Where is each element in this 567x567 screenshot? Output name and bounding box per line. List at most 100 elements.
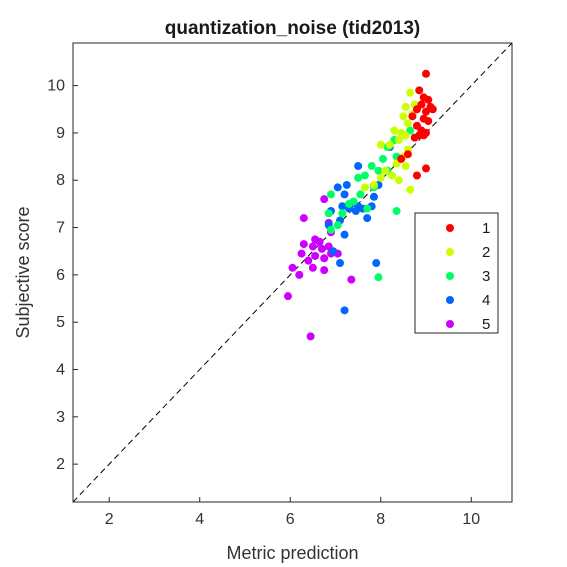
data-point-series-2 <box>401 102 410 111</box>
data-point-series-5 <box>283 292 292 301</box>
data-point-series-2 <box>390 126 399 135</box>
data-point-series-2 <box>394 136 403 145</box>
data-point-series-2 <box>406 88 415 97</box>
data-point-series-5 <box>320 266 329 275</box>
y-axis-label: Subjective score <box>13 206 33 338</box>
data-point-series-5 <box>320 195 329 204</box>
data-points <box>283 69 437 341</box>
data-point-series-4 <box>363 214 372 223</box>
data-point-series-4 <box>342 180 351 189</box>
data-point-series-5 <box>295 270 304 279</box>
legend-marker-4 <box>446 296 454 304</box>
x-tick-label: 6 <box>286 511 295 528</box>
data-point-series-5 <box>311 251 320 260</box>
data-point-series-1 <box>422 164 431 173</box>
data-point-series-2 <box>394 176 403 185</box>
data-point-series-2 <box>385 140 394 149</box>
data-point-series-1 <box>412 171 421 180</box>
data-point-series-4 <box>333 183 342 192</box>
data-point-series-1 <box>403 150 412 159</box>
data-point-series-4 <box>340 190 349 199</box>
data-point-series-3 <box>326 190 335 199</box>
data-point-series-5 <box>297 249 306 258</box>
legend-label-3: 3 <box>482 268 490 285</box>
data-point-series-1 <box>424 117 433 126</box>
data-point-series-4 <box>369 192 378 201</box>
x-tick-label: 4 <box>195 511 204 528</box>
x-axis-label: Metric prediction <box>226 543 358 563</box>
data-point-series-1 <box>415 86 424 95</box>
data-point-series-3 <box>345 199 354 208</box>
plot-frame <box>72 42 513 503</box>
y-tick-label: 7 <box>56 220 65 237</box>
data-point-series-1 <box>428 105 437 114</box>
legend-label-2: 2 <box>482 244 490 261</box>
data-point-series-2 <box>406 185 415 194</box>
data-point-series-5 <box>299 214 308 223</box>
data-point-series-1 <box>419 131 428 140</box>
x-axis-ticks: 2 4 6 8 10 <box>105 497 480 528</box>
data-point-series-1 <box>397 154 406 163</box>
data-point-series-3 <box>374 273 383 282</box>
data-point-series-4 <box>340 306 349 315</box>
y-axis-ticks: 2 3 4 5 6 7 8 9 10 <box>47 78 78 473</box>
x-tick-label: 2 <box>105 511 114 528</box>
data-point-series-2 <box>381 166 390 175</box>
data-point-series-3 <box>392 206 401 215</box>
data-point-series-3 <box>324 209 333 218</box>
legend-box <box>414 212 499 334</box>
legend-marker-3 <box>446 272 454 280</box>
data-point-series-1 <box>412 105 421 114</box>
data-point-series-3 <box>338 209 347 218</box>
data-point-series-3 <box>367 162 376 171</box>
y-tick-label: 10 <box>47 78 65 95</box>
data-point-series-4 <box>338 202 347 211</box>
identity-reference-line <box>72 42 513 503</box>
data-point-series-5 <box>320 254 329 263</box>
data-point-series-2 <box>376 140 385 149</box>
data-point-series-2 <box>369 180 378 189</box>
data-point-series-1 <box>408 112 417 121</box>
data-point-series-3 <box>374 166 383 175</box>
data-point-series-1 <box>410 133 419 142</box>
legend-label-4: 4 <box>482 292 490 309</box>
chart-title: quantization_noise (tid2013) <box>165 18 420 39</box>
data-point-series-2 <box>360 183 369 192</box>
data-point-series-2 <box>388 171 397 180</box>
data-point-series-5 <box>308 263 317 272</box>
data-point-series-4 <box>372 259 381 268</box>
y-tick-label: 4 <box>56 362 65 379</box>
legend: 1 2 3 4 5 <box>414 212 499 334</box>
data-point-series-1 <box>424 95 433 104</box>
legend-marker-1 <box>446 224 454 232</box>
data-point-series-2 <box>401 162 410 171</box>
data-point-series-4 <box>354 162 363 171</box>
y-tick-label: 9 <box>56 125 65 142</box>
legend-label-1: 1 <box>482 220 490 237</box>
x-tick-label: 10 <box>462 511 480 528</box>
data-point-series-5 <box>288 263 297 272</box>
y-tick-label: 6 <box>56 267 65 284</box>
data-point-series-4 <box>329 247 338 256</box>
data-point-series-3 <box>379 154 388 163</box>
data-point-series-5 <box>304 256 313 265</box>
data-point-series-5 <box>317 244 326 253</box>
data-point-series-2 <box>376 173 385 182</box>
data-point-series-5 <box>315 237 324 246</box>
legend-marker-5 <box>446 320 454 328</box>
legend-label-5: 5 <box>482 316 490 333</box>
y-tick-label: 2 <box>56 456 65 473</box>
data-point-series-2 <box>401 131 410 140</box>
data-point-series-5 <box>347 275 356 284</box>
data-point-series-3 <box>360 171 369 180</box>
x-tick-label: 8 <box>376 511 385 528</box>
data-point-series-4 <box>351 206 360 215</box>
data-point-series-1 <box>422 107 431 116</box>
data-point-series-3 <box>354 173 363 182</box>
data-point-series-3 <box>363 204 372 213</box>
legend-marker-2 <box>446 248 454 256</box>
data-point-series-5 <box>299 240 308 249</box>
data-point-series-2 <box>399 112 408 121</box>
y-tick-label: 5 <box>56 314 65 331</box>
